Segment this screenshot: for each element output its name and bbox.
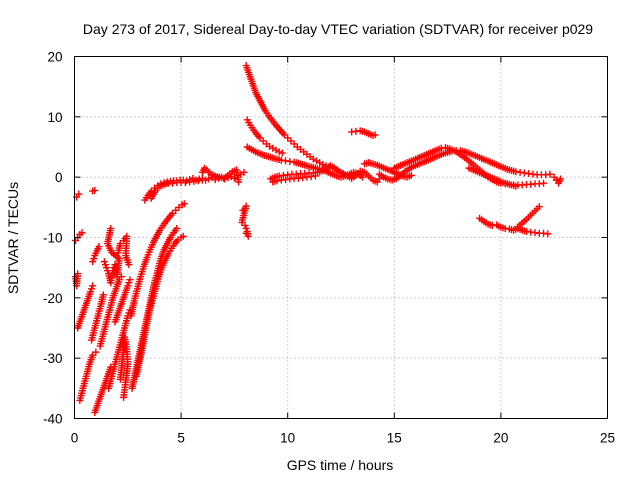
y-tick-label: 10 <box>47 110 62 125</box>
gridlines <box>74 56 608 419</box>
data-point <box>125 261 133 269</box>
data-point <box>407 171 415 179</box>
data-point <box>126 276 134 284</box>
data-point <box>173 224 181 232</box>
data-point <box>74 270 82 278</box>
data-points <box>72 62 565 416</box>
y-tick-label: 20 <box>47 50 62 65</box>
data-point <box>240 168 248 176</box>
y-tick-label: -20 <box>43 291 63 306</box>
data-point <box>275 148 283 156</box>
chart-title: Day 273 of 2017, Sidereal Day-to-day VTE… <box>83 21 593 37</box>
data-point <box>78 229 86 237</box>
x-tick-label: 10 <box>280 431 295 446</box>
x-tick-label: 0 <box>71 431 79 446</box>
x-tick-label: 15 <box>387 431 402 446</box>
data-point <box>75 190 83 198</box>
y-tick-label: 0 <box>55 170 63 185</box>
x-tick-label: 25 <box>600 431 615 446</box>
x-tick-label: 5 <box>177 431 185 446</box>
y-axis-ticks: -40 -30 -20 -10 0 10 20 <box>43 50 608 427</box>
data-point <box>311 172 319 180</box>
data-point <box>512 182 520 190</box>
y-tick-label: -30 <box>43 351 63 366</box>
data-point <box>557 175 565 183</box>
y-tick-label: -10 <box>43 231 63 246</box>
x-tick-label: 20 <box>493 431 508 446</box>
data-point <box>540 179 548 187</box>
data-point <box>116 375 124 383</box>
data-point <box>546 170 554 178</box>
data-point <box>319 160 327 168</box>
data-point <box>95 243 103 251</box>
data-point <box>205 175 213 183</box>
x-axis-label: GPS time / hours <box>287 457 394 473</box>
y-tick-label: -40 <box>43 412 63 427</box>
data-point <box>180 200 188 208</box>
data-point <box>179 232 187 240</box>
x-axis-ticks: 0 5 10 15 20 25 <box>71 56 615 446</box>
data-point <box>198 176 206 184</box>
data-point <box>107 224 115 232</box>
data-point <box>278 149 286 157</box>
data-point <box>544 230 552 238</box>
data-point <box>535 203 543 211</box>
data-point <box>92 348 100 356</box>
data-point <box>235 178 243 186</box>
data-point <box>91 186 99 194</box>
data-point <box>371 131 379 139</box>
data-point <box>242 229 250 237</box>
data-point <box>89 282 97 290</box>
data-point <box>99 291 107 299</box>
y-axis-label: SDTVAR / TECUs <box>5 182 21 294</box>
